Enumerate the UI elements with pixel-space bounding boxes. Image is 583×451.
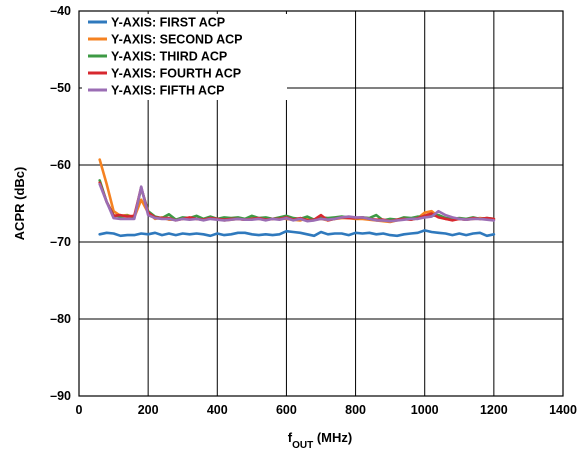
legend-label: Y-AXIS: FOURTH ACP bbox=[111, 67, 241, 81]
series-line-1 bbox=[98, 229, 496, 238]
legend-label: Y-AXIS: FIFTH ACP bbox=[111, 84, 224, 98]
series-lines bbox=[98, 158, 496, 238]
y-tick-label: –60 bbox=[50, 158, 71, 172]
plot-frame bbox=[78, 10, 564, 397]
legend: Y-AXIS: FIRST ACP Y-AXIS: SECOND ACP Y-AXI… bbox=[82, 14, 287, 100]
x-tick-label: 200 bbox=[138, 403, 159, 417]
y-axis-label: ACPR (dBc) bbox=[12, 167, 27, 241]
x-tick-labels: 0 200 400 600 800 1000 1200 1400 bbox=[76, 403, 577, 417]
x-axis-label-subscript: OUT bbox=[292, 440, 313, 451]
x-axis-label-main: f bbox=[288, 430, 293, 445]
x-tick-label: 600 bbox=[276, 403, 297, 417]
x-axis-label: fOUT (MHz) bbox=[288, 430, 352, 451]
x-axis-label-unit: (MHz) bbox=[313, 430, 352, 445]
y-tick-label: –80 bbox=[50, 312, 71, 326]
legend-label: Y-AXIS: FIRST ACP bbox=[111, 16, 225, 30]
x-tick-label: 400 bbox=[207, 403, 228, 417]
y-tick-label: –40 bbox=[50, 4, 71, 18]
y-tick-label: –50 bbox=[50, 81, 71, 95]
series-line-5 bbox=[98, 182, 496, 223]
legend-label: Y-AXIS: SECOND ACP bbox=[111, 33, 243, 47]
x-tick-label: 1400 bbox=[549, 403, 577, 417]
x-tick-label: 1200 bbox=[480, 403, 508, 417]
y-tick-label: –90 bbox=[50, 389, 71, 403]
y-tick-label: –70 bbox=[50, 235, 71, 249]
x-tick-label: 0 bbox=[76, 403, 83, 417]
x-tick-label: 800 bbox=[345, 403, 366, 417]
x-tick-label: 1000 bbox=[411, 403, 439, 417]
legend-label: Y-AXIS: THIRD ACP bbox=[111, 50, 227, 64]
y-tick-labels: –90 –80 –70 –60 –50 –40 bbox=[50, 4, 71, 403]
legend-background bbox=[82, 14, 287, 100]
